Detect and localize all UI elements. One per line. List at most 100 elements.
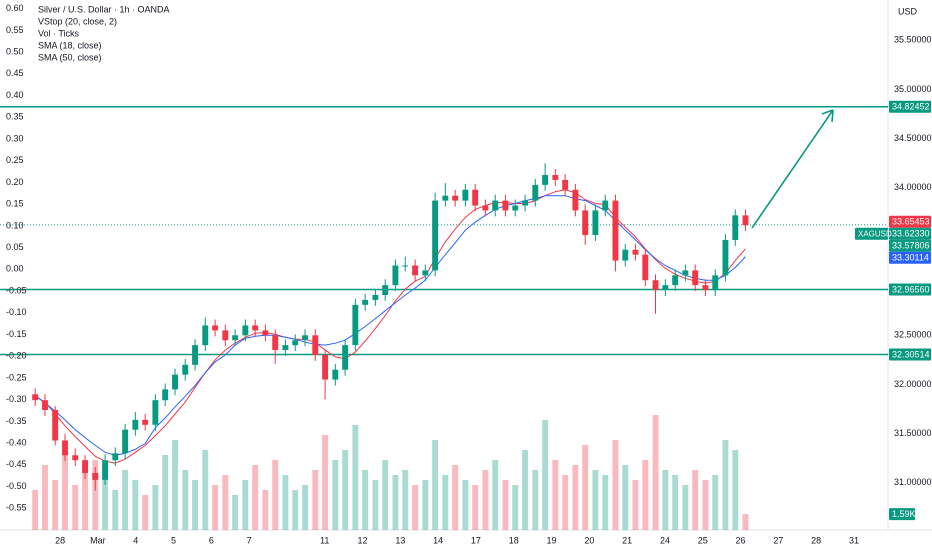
y2-tick-label: 0.05: [6, 242, 24, 252]
price-tag: [889, 251, 931, 264]
volume-bar: [172, 440, 178, 530]
candle-body: [592, 210, 599, 236]
candle-body: [312, 335, 319, 355]
candle-body: [662, 285, 669, 291]
candle-body: [262, 330, 269, 336]
candle-body: [512, 205, 519, 211]
arrow-head: [821, 109, 834, 123]
volume-bar: [442, 475, 449, 530]
volume-bar: [272, 460, 279, 530]
candle-body: [62, 440, 68, 456]
price-tag-label: 33.57806: [892, 241, 930, 251]
volume-bar: [562, 475, 569, 530]
candle-body: [692, 270, 699, 286]
candle-body: [542, 175, 549, 185]
chart-title: Silver / U.S. Dollar · 1h · OANDA: [38, 4, 170, 14]
candle-body: [492, 200, 499, 211]
volume-bar: [102, 475, 109, 530]
candle-body: [632, 249, 639, 255]
candle-body: [302, 335, 309, 341]
y2-tick-label: 0.15: [6, 199, 24, 209]
price-tag-label: 34.82452: [892, 102, 930, 112]
candle-body: [672, 275, 679, 286]
candle-body: [422, 270, 429, 276]
x-tick-label: 4: [133, 535, 138, 545]
volume-bar: [392, 475, 399, 530]
candle-body: [202, 325, 209, 346]
volume-bar: [72, 485, 79, 530]
volume-bar: [532, 470, 539, 530]
x-tick-label: 11: [320, 535, 329, 545]
price-tag: [889, 283, 931, 296]
candle-body: [722, 239, 729, 276]
volume-bar: [302, 485, 309, 530]
volume-bar: [732, 450, 739, 530]
volume-bar: [122, 470, 129, 530]
volume-bar: [422, 480, 429, 530]
volume-bar: [642, 460, 649, 530]
y-tick-label: 34.50000: [894, 133, 932, 143]
volume-bar: [402, 470, 409, 530]
x-tick-label: 20: [584, 535, 594, 545]
legend-entry: SMA (18, close): [38, 40, 102, 50]
candle-body: [42, 400, 48, 411]
candle-body: [172, 374, 178, 390]
volume-bar: [702, 480, 709, 530]
y-tick-label: 31.50000: [894, 428, 932, 438]
legend-entry: Vol · Ticks: [38, 28, 80, 38]
price-tag: [889, 348, 931, 361]
price-tag: [889, 227, 931, 240]
candle-body: [72, 455, 79, 461]
volume-bar: [312, 470, 319, 530]
y2-tick-label: 0.45: [6, 68, 24, 78]
y2-tick-label: 0.40: [6, 90, 24, 100]
x-tick-label: 7: [247, 535, 252, 545]
sma-line: [34, 195, 746, 456]
y2-tick-label: 0.20: [6, 177, 24, 187]
candle-body: [252, 325, 259, 331]
plot: [0, 105, 888, 530]
y2-tick-label: -0.20: [6, 351, 27, 361]
x-tick-label: 31: [849, 535, 859, 545]
x-tick-label: 25: [698, 535, 708, 545]
candle-body: [652, 280, 659, 291]
volume-bar: [362, 470, 369, 530]
volume-bar: [672, 475, 679, 530]
candle-body: [332, 369, 339, 380]
x-tick-label: 24: [660, 535, 670, 545]
y2-tick-label: -0.45: [6, 459, 27, 469]
candle-body: [272, 335, 279, 351]
candle-body: [282, 345, 289, 351]
y-tick-label: 35.00000: [894, 84, 932, 94]
x-tick-label: 12: [358, 535, 368, 545]
currency-label: USD: [898, 6, 918, 16]
candle-body: [192, 345, 199, 365]
volume-bar: [512, 485, 519, 530]
price-tag-label: 33.65453: [892, 217, 930, 227]
candle-body: [582, 210, 589, 236]
candle-body: [122, 429, 129, 454]
candle-body: [232, 335, 239, 341]
volume-bar: [82, 470, 89, 530]
volume-bar: [182, 470, 189, 530]
y2-tick-label: -0.40: [6, 437, 27, 447]
candle-body: [142, 419, 149, 425]
candle-body: [152, 400, 159, 425]
y2-tick-label: 0.50: [6, 47, 24, 57]
volume-tag: [889, 508, 915, 521]
candle-body: [362, 299, 369, 305]
y-tick-label: 34.00000: [894, 182, 932, 192]
x-tick-label: 26: [736, 535, 746, 545]
candle-body: [742, 215, 749, 226]
volume-bar: [622, 465, 629, 530]
candle-body: [712, 275, 719, 291]
candle-body: [342, 345, 349, 370]
x-tick-label: 14: [433, 535, 443, 545]
volume-bar: [722, 440, 729, 530]
volume-bar: [602, 475, 609, 530]
candle-body: [222, 330, 229, 341]
y2-tick-label: -0.30: [6, 394, 27, 404]
candle-body: [322, 354, 329, 380]
